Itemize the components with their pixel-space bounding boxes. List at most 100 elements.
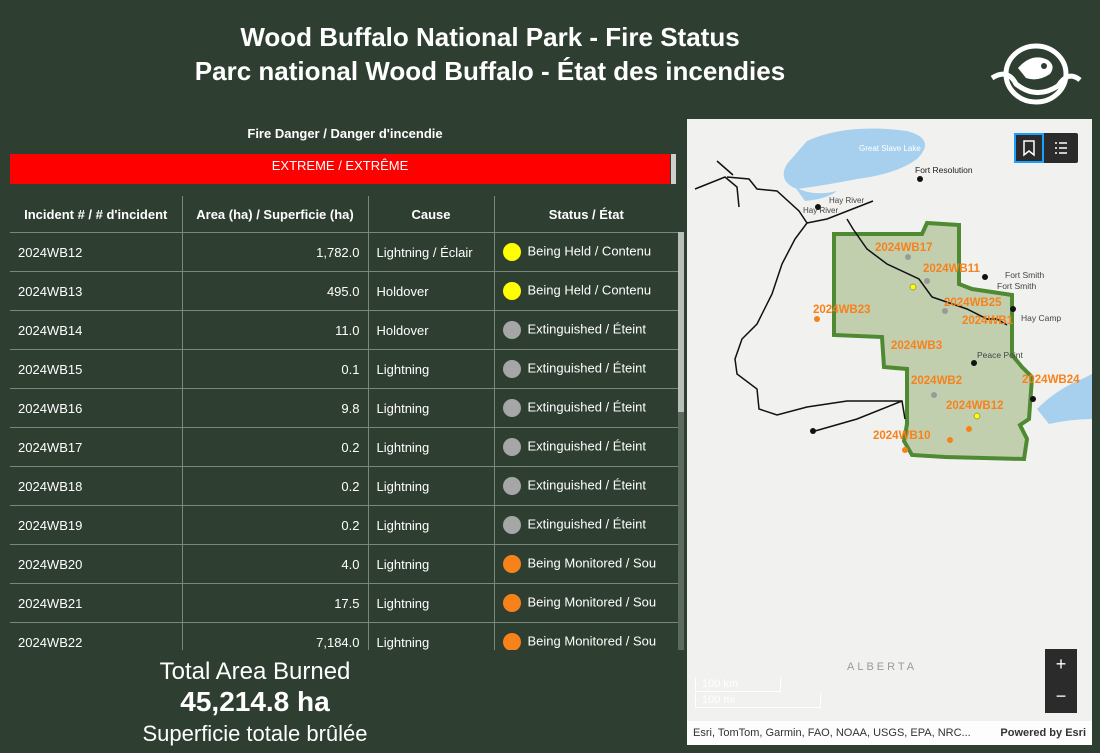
table-row[interactable]: 2024WB17 0.2 Lightning Extinguished / Étein…: [10, 427, 678, 467]
incident-cause: Lightning: [368, 622, 495, 650]
fire-label[interactable]: 2024WB3: [891, 340, 942, 352]
incident-status-cell: Being Held / Contenu: [494, 271, 678, 311]
table-row[interactable]: 2024WB20 4.0 Lightning Being Monitored / So…: [10, 544, 678, 584]
incident-id: 2024WB16: [10, 388, 183, 428]
bookmark-icon[interactable]: [1014, 133, 1044, 163]
map-label-fort-resolution: Fort Resolution: [915, 165, 973, 175]
fire-dot-monitored[interactable]: [947, 437, 953, 443]
incident-status-cell: Extinguished / Éteint: [494, 427, 678, 467]
fire-labels: 2024WB17 2024WB11 2024WB23 2024WB25 2024…: [813, 242, 1080, 442]
powered-by-esri[interactable]: Powered by Esri: [1000, 727, 1086, 739]
incident-cause: Lightning: [368, 427, 495, 467]
incident-area: 1,782.0: [182, 232, 369, 272]
zoom-in-button[interactable]: +: [1045, 649, 1077, 681]
incident-table[interactable]: Incident # / # d'incident Area (ha) / Su…: [10, 196, 678, 650]
fire-dot-extinguished[interactable]: [931, 392, 937, 398]
beaver-logo-icon: [990, 43, 1082, 105]
incident-cause: Lightning / Éclair: [368, 232, 495, 272]
incident-id: 2024WB20: [10, 544, 183, 584]
column-header-status[interactable]: Status / État: [494, 196, 678, 233]
legend-list-icon[interactable]: [1048, 135, 1074, 161]
map-label-fort-smith-2: Fort Smith: [997, 281, 1036, 291]
table-row[interactable]: 2024WB16 9.8 Lightning Extinguished / Étein…: [10, 388, 678, 428]
road-line: [814, 400, 903, 432]
incident-area: 4.0: [182, 544, 369, 584]
status-dot-icon: [502, 516, 521, 534]
column-header-incident[interactable]: Incident # / # d'incident: [10, 196, 183, 233]
incident-cause: Lightning: [368, 544, 495, 584]
park-boundary[interactable]: [832, 220, 1035, 462]
fire-map[interactable]: Great Slave Lake Fort Resolution Hay Riv…: [687, 119, 1092, 745]
incident-area: 7,184.0: [182, 622, 369, 650]
total-area-value: 45,214.8 ha: [180, 686, 330, 717]
fire-label[interactable]: 2024WB11: [923, 263, 981, 275]
road-line: [694, 176, 740, 208]
incident-status: Extinguished / Éteint: [527, 399, 647, 415]
incident-area: 17.5: [182, 583, 369, 623]
fire-label[interactable]: 2024WB25: [944, 297, 1002, 309]
table-scrollbar[interactable]: [678, 232, 684, 650]
lake-shape: [1037, 374, 1092, 424]
status-dot-icon: [502, 594, 521, 612]
fire-label[interactable]: 2024WB10: [873, 430, 931, 442]
incident-status-cell: Being Monitored / Sou: [494, 544, 678, 584]
incident-id: 2024WB21: [10, 583, 183, 623]
table-row[interactable]: 2024WB18 0.2 Lightning Extinguished / Étein…: [10, 466, 678, 506]
page-title-fr: Parc national Wood Buffalo - État des in…: [194, 56, 786, 86]
fire-label[interactable]: 2024WB2: [911, 375, 962, 387]
incident-id: 2024WB13: [10, 271, 183, 311]
incident-status-cell: Extinguished / Éteint: [494, 310, 678, 350]
fire-label[interactable]: 2024WB23: [813, 304, 871, 316]
map-label-peace-point: Peace Point: [977, 350, 1023, 360]
town-dot: [917, 176, 923, 182]
fire-label[interactable]: 2024WB17: [875, 242, 933, 254]
fire-label[interactable]: 2024WB1: [962, 315, 1014, 327]
incident-status: Being Monitored / Sou: [527, 555, 657, 571]
total-area-label-fr: Superficie totale brûlée: [142, 721, 368, 746]
incident-cause: Lightning: [368, 505, 495, 545]
table-scrollbar-thumb[interactable]: [678, 232, 684, 412]
fire-dot-extinguished[interactable]: [942, 308, 948, 314]
table-row[interactable]: 2024WB12 1,782.0 Lightning / Éclair Being H…: [10, 232, 678, 272]
town-dot: [815, 204, 821, 210]
table-row[interactable]: 2024WB13 495.0 Holdover Being Held / Conten…: [10, 271, 678, 311]
status-dot-icon: [502, 399, 521, 417]
incident-status: Being Monitored / Sou: [527, 633, 657, 649]
table-row[interactable]: 2024WB15 0.1 Lightning Extinguished / Étein…: [10, 349, 678, 389]
incident-id: 2024WB19: [10, 505, 183, 545]
table-row[interactable]: 2024WB19 0.2 Lightning Extinguished / Étein…: [10, 505, 678, 545]
incident-cause: Holdover: [368, 310, 495, 350]
fire-dot-extinguished[interactable]: [924, 278, 930, 284]
zoom-out-button[interactable]: −: [1045, 681, 1077, 713]
fire-dot-held[interactable]: [973, 412, 981, 420]
table-row[interactable]: 2024WB21 17.5 Lightning Being Monitored / S…: [10, 583, 678, 623]
scale-bar-mi: 100 mi: [695, 693, 821, 708]
status-dot-icon: [502, 360, 521, 378]
header: Wood Buffalo National Park - Fire Status…: [0, 0, 1100, 118]
incident-cause: Lightning: [368, 388, 495, 428]
status-dot-icon: [502, 321, 521, 339]
incident-status-cell: Being Monitored / Sou: [494, 622, 678, 650]
fire-label[interactable]: 2024WB12: [946, 400, 1004, 412]
road-line: [726, 176, 906, 420]
incident-status-cell: Extinguished / Éteint: [494, 466, 678, 506]
incident-cause: Lightning: [368, 466, 495, 506]
fire-dot-extinguished[interactable]: [905, 254, 911, 260]
column-header-cause[interactable]: Cause: [368, 196, 495, 233]
incident-area: 0.2: [182, 466, 369, 506]
fire-dot-monitored[interactable]: [966, 426, 972, 432]
fire-dot-monitored[interactable]: [814, 316, 820, 322]
fire-dot-monitored[interactable]: [902, 447, 908, 453]
fire-dot-held[interactable]: [909, 283, 917, 291]
road-line: [846, 218, 997, 320]
lake-shape: [795, 187, 837, 201]
table-row[interactable]: 2024WB22 7,184.0 Lightning Being Monitored …: [10, 622, 678, 650]
table-row[interactable]: 2024WB14 11.0 Holdover Extinguished / Étein…: [10, 310, 678, 350]
incident-status: Being Monitored / Sou: [527, 594, 657, 610]
fire-label[interactable]: 2024WB24: [1022, 374, 1080, 386]
map-label-lake: Great Slave Lake: [859, 144, 921, 153]
column-header-area[interactable]: Area (ha) / Superficie (ha): [182, 196, 369, 233]
incident-area: 9.8: [182, 388, 369, 428]
map-canvas[interactable]: Great Slave Lake Fort Resolution Hay Riv…: [687, 119, 1092, 745]
attribution-text[interactable]: Esri, TomTom, Garmin, FAO, NOAA, USGS, E…: [693, 727, 971, 739]
